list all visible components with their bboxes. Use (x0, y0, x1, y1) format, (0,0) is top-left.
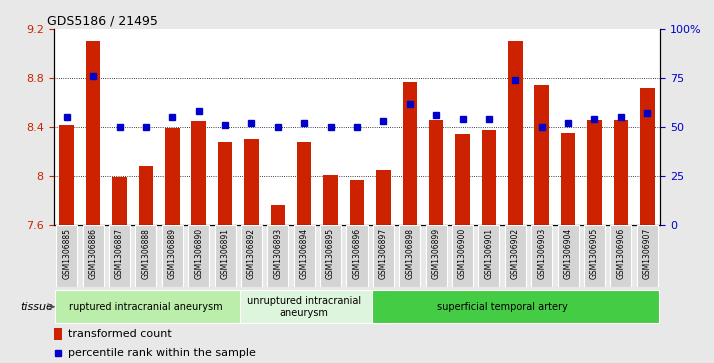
Bar (613, 120, 628, 225)
FancyBboxPatch shape (267, 225, 288, 287)
Text: GSM1306900: GSM1306900 (458, 228, 467, 280)
Text: GSM1306895: GSM1306895 (326, 228, 335, 279)
FancyBboxPatch shape (241, 225, 262, 287)
Text: unruptured intracranial
aneurysm: unruptured intracranial aneurysm (247, 296, 361, 318)
Text: GSM1306887: GSM1306887 (115, 228, 124, 279)
FancyBboxPatch shape (188, 225, 209, 287)
FancyBboxPatch shape (531, 225, 552, 287)
Text: GSM1306888: GSM1306888 (141, 228, 151, 279)
Bar (244, 139, 258, 225)
Text: tissue: tissue (20, 302, 53, 312)
Text: GSM1306894: GSM1306894 (300, 228, 308, 279)
Text: GDS5186 / 21495: GDS5186 / 21495 (47, 15, 159, 28)
Text: GSM1306889: GSM1306889 (168, 228, 177, 279)
FancyBboxPatch shape (478, 225, 500, 287)
Text: GSM1306902: GSM1306902 (511, 228, 520, 279)
Text: GSM1306906: GSM1306906 (616, 228, 625, 280)
Bar (139, 166, 154, 225)
Bar (508, 41, 523, 225)
Bar (165, 128, 179, 225)
FancyBboxPatch shape (83, 225, 104, 287)
Text: GSM1306905: GSM1306905 (590, 228, 599, 280)
Bar (640, 88, 655, 225)
Bar (350, 180, 364, 225)
Bar (456, 134, 470, 225)
Text: GSM1306896: GSM1306896 (353, 228, 361, 279)
FancyBboxPatch shape (558, 225, 578, 287)
Text: GSM1306892: GSM1306892 (247, 228, 256, 279)
FancyBboxPatch shape (610, 225, 631, 287)
Bar (429, 120, 443, 225)
Text: GSM1306904: GSM1306904 (563, 228, 573, 280)
Bar (560, 133, 575, 225)
Text: superficial temporal artery: superficial temporal artery (437, 302, 568, 312)
Text: GSM1306886: GSM1306886 (89, 228, 98, 279)
Text: GSM1306903: GSM1306903 (537, 228, 546, 280)
Text: percentile rank within the sample: percentile rank within the sample (68, 348, 256, 358)
FancyBboxPatch shape (320, 225, 341, 287)
FancyBboxPatch shape (371, 290, 659, 323)
Text: GSM1306898: GSM1306898 (406, 228, 414, 279)
Text: GSM1306885: GSM1306885 (62, 228, 71, 279)
Text: ruptured intracranial aneurysm: ruptured intracranial aneurysm (69, 302, 223, 312)
Text: GSM1306890: GSM1306890 (194, 228, 203, 279)
FancyBboxPatch shape (346, 225, 368, 287)
FancyBboxPatch shape (293, 225, 315, 287)
FancyBboxPatch shape (637, 225, 658, 287)
Text: GSM1306899: GSM1306899 (432, 228, 441, 279)
FancyBboxPatch shape (214, 225, 236, 287)
Bar (112, 177, 127, 225)
Bar (297, 142, 311, 225)
FancyBboxPatch shape (399, 225, 421, 287)
Text: GSM1306907: GSM1306907 (643, 228, 652, 280)
Bar (323, 175, 338, 225)
FancyBboxPatch shape (240, 290, 396, 323)
Bar (59, 125, 74, 225)
Bar (218, 142, 232, 225)
Bar (86, 41, 101, 225)
FancyBboxPatch shape (505, 225, 526, 287)
FancyBboxPatch shape (55, 290, 263, 323)
Bar (587, 120, 602, 225)
Bar (482, 130, 496, 225)
FancyBboxPatch shape (109, 225, 130, 287)
FancyBboxPatch shape (426, 225, 447, 287)
Bar (191, 121, 206, 225)
Bar (376, 170, 391, 225)
FancyBboxPatch shape (136, 225, 156, 287)
FancyBboxPatch shape (452, 225, 473, 287)
Text: transformed count: transformed count (68, 329, 171, 339)
Text: GSM1306893: GSM1306893 (273, 228, 282, 279)
FancyBboxPatch shape (584, 225, 605, 287)
FancyBboxPatch shape (56, 225, 77, 287)
FancyBboxPatch shape (373, 225, 394, 287)
FancyBboxPatch shape (162, 225, 183, 287)
Bar (271, 205, 285, 225)
Bar (535, 85, 549, 225)
Text: GSM1306891: GSM1306891 (221, 228, 230, 279)
Bar (403, 82, 417, 225)
Bar (54, 328, 63, 340)
Text: GSM1306897: GSM1306897 (379, 228, 388, 279)
Text: GSM1306901: GSM1306901 (484, 228, 493, 279)
